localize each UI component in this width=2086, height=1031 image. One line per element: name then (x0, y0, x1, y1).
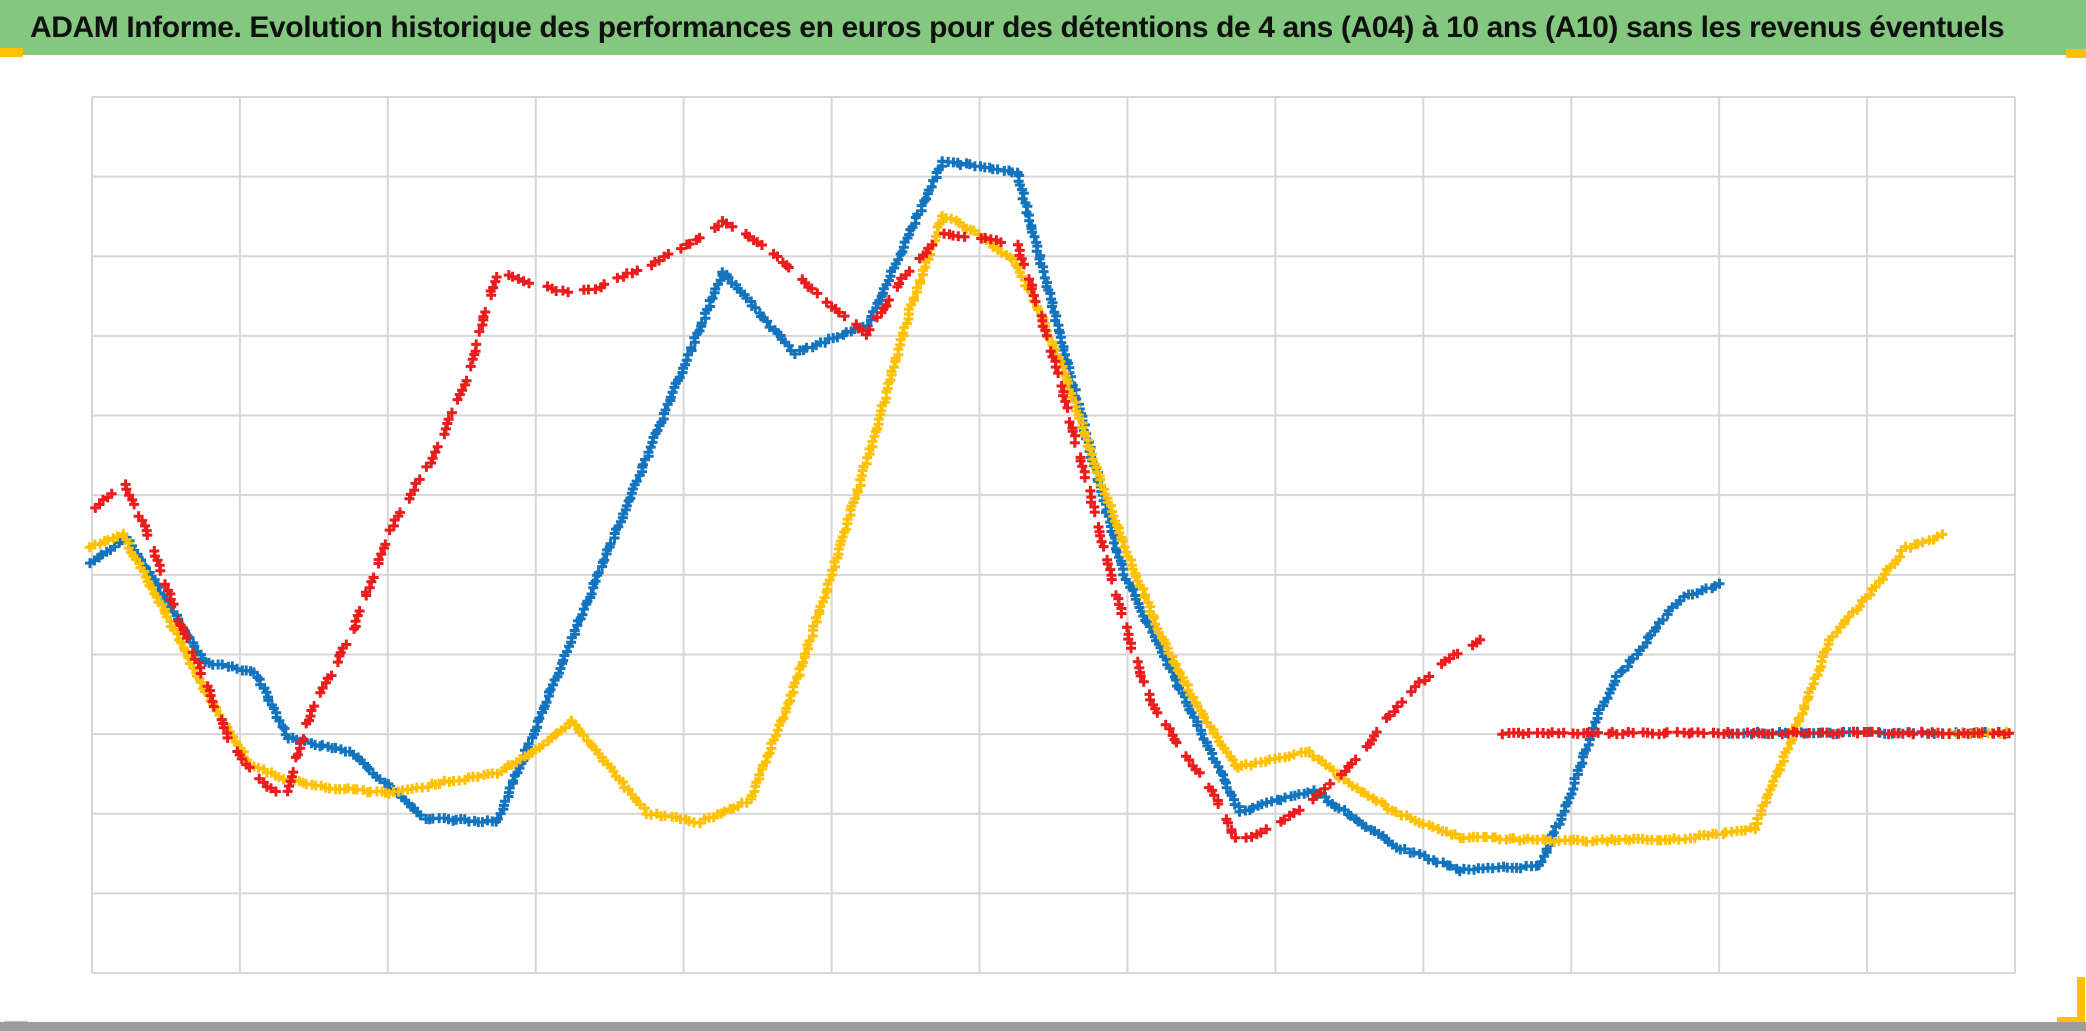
selection-handle-top-right (2066, 49, 2086, 58)
chart-title-bar: ADAM Informe. Evolution historique des p… (0, 0, 2086, 55)
bottom-gray-bar (0, 1022, 2086, 1031)
selection-handle-top-left (0, 48, 23, 57)
chart-title: ADAM Informe. Evolution historique des p… (30, 10, 2005, 44)
selection-handle-bottom-right[interactable] (2077, 977, 2085, 1024)
selection-handle-bottom-right-foot[interactable] (2057, 1017, 2085, 1025)
